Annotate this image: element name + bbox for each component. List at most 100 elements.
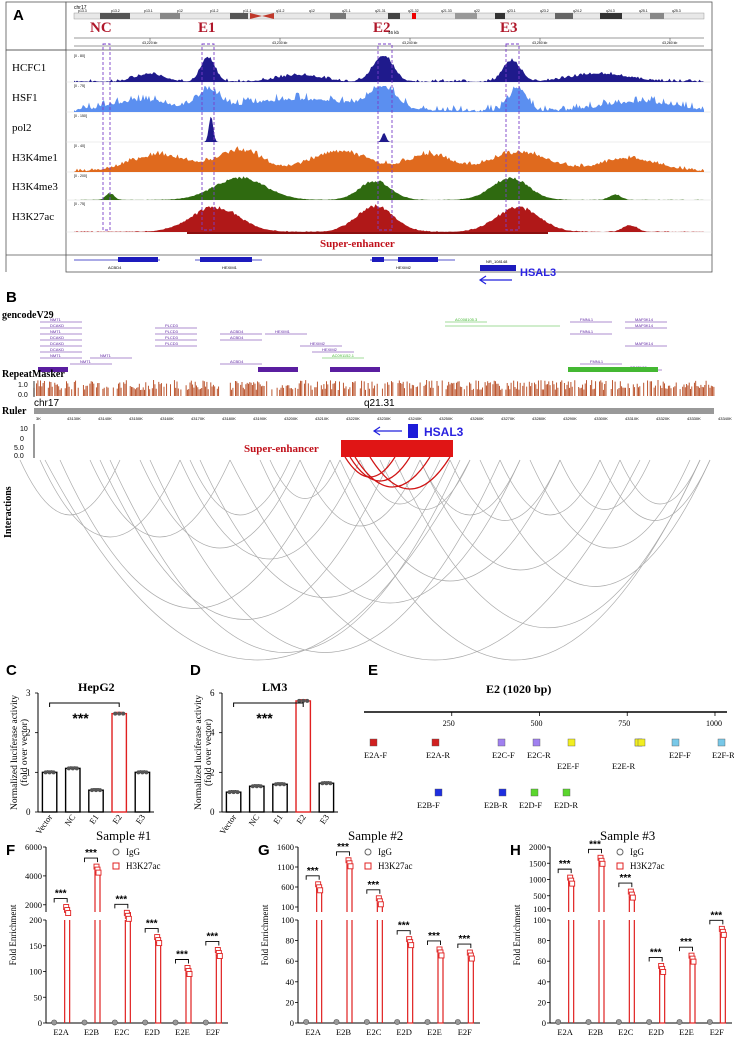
interaction-arc [89, 459, 231, 538]
super-enhancer-label-a: Super-enhancer [320, 238, 395, 250]
y-tick-label: 2 [26, 728, 31, 738]
e2-axis-tick-label: 750 [618, 719, 630, 728]
track-range: [0 - 40] [74, 144, 85, 148]
panel-label-a: A [13, 7, 24, 24]
ruler-tick-label: 43320K [656, 416, 670, 421]
x-tick-label: E2B [336, 1027, 351, 1037]
significance-stars: *** [307, 866, 319, 877]
primer-marker [431, 738, 440, 747]
super-enhancer-label-b: Super-enhancer [244, 443, 319, 455]
panel-label-c: C [6, 662, 17, 679]
significance-bracket [557, 868, 572, 874]
interaction-arc-enhancer [354, 456, 431, 488]
y-tick-label: 100 [29, 967, 42, 977]
igg-point-e2f [202, 1019, 209, 1026]
interaction-arc [199, 459, 451, 598]
repeat-axis-top: 1.0 [18, 382, 28, 389]
legend-label-igg: IgG [126, 847, 140, 857]
track-name-hcfc1: HCFC1 [12, 62, 46, 74]
igg-point-e2c [363, 1019, 370, 1025]
primer-marker [532, 738, 541, 747]
gene-track: ACBD4 HEXIM1 HEXIM2 NR_108148 HSAL3 [74, 257, 556, 285]
ideogram-band-label: q25.1 [639, 9, 648, 13]
y-axis-label: Normalized luciferase activity [9, 695, 20, 810]
panel-d: D LM3 0 2 4 6 Normalized luciferase activity (f… [190, 662, 338, 836]
y-tick-label: 0 [542, 1018, 546, 1028]
primer-label: E2D-R [554, 800, 578, 810]
x-tick-label: NC [62, 812, 77, 828]
y-axis-label: Normalized luciferase activity [193, 695, 204, 810]
gene-model-label: ACBD4 [230, 359, 244, 364]
y-tick-label: 0 [38, 1018, 42, 1028]
bar-e3 [134, 771, 151, 813]
ideogram-band-label: q12 [309, 9, 315, 13]
ruler-tick-label: 43250K [439, 416, 453, 421]
region-highlight-boxes [102, 43, 520, 231]
panel-label-e: E [368, 662, 378, 679]
gene-model-label: ACBD4 [230, 335, 244, 340]
significance-bracket [233, 702, 304, 707]
coordinate-tick-label: 43,220 kb [142, 41, 157, 45]
gene-model-label: NMT1 [50, 329, 62, 334]
ruler-tick-label: 43130K [67, 416, 81, 421]
gene-model-label: HEXIM1 [275, 329, 291, 334]
primer-marker [671, 738, 680, 747]
gene-model-label: NMT1 [80, 359, 92, 364]
significance-bracket [648, 956, 663, 962]
repeatmasker-track [33, 380, 715, 397]
data-point [297, 698, 302, 703]
significance-bracket [53, 898, 68, 903]
primer-marker [717, 738, 726, 747]
data-point [258, 784, 263, 789]
h3k27ac-point [438, 952, 445, 959]
bar-nc [248, 785, 265, 813]
bar-e2 [111, 712, 128, 813]
igg-point-e2d [142, 1019, 149, 1026]
interaction-arc [329, 459, 701, 661]
data-point [227, 790, 232, 795]
h3k27ac-point [468, 955, 475, 962]
ideogram-band-label: q11.2 [276, 9, 285, 13]
ideogram-band-label: q21.31 [375, 9, 386, 13]
significance-bracket [144, 928, 159, 933]
data-point [66, 766, 71, 771]
y-tick-label: 1600 [277, 842, 294, 852]
track-range: [0 - 75] [74, 84, 85, 88]
y-tick-label: 80 [538, 936, 547, 946]
track-name-h3k27ac: H3K27ac [12, 211, 54, 223]
significance-bracket [709, 919, 724, 925]
interaction-arc [479, 459, 711, 587]
legend-marker-h3k27ac [112, 862, 120, 870]
legend-label-h3k27ac: H3K27ac [630, 861, 665, 871]
chromosome-label-b: chr17 [34, 398, 59, 409]
significance-bracket [114, 903, 129, 909]
gene-block [258, 367, 298, 372]
gene-model-label: NMT1 [50, 353, 62, 358]
interaction-arc [529, 459, 691, 549]
coordinate-tick-label: 43,240 kb [402, 41, 417, 45]
chromosome-ideogram: p13.3 p13.2 p13.1 p12 p11.2 p11.1 q11.2 q12 q21.… [73, 9, 705, 20]
interaction-arc [149, 459, 501, 653]
interaction-arc [419, 459, 621, 571]
ideogram-band-label: q23.2 [540, 9, 549, 13]
igg-point-e2a [555, 1019, 562, 1025]
y-tick-label: 60 [286, 956, 295, 966]
h3k27ac-point [95, 869, 102, 876]
gene-model-label: DCAKD [50, 323, 64, 328]
h3k27ac-point [408, 942, 415, 949]
chart-title: HepG2 [78, 680, 115, 694]
data-point [51, 770, 56, 775]
data-point [113, 711, 118, 716]
x-tick-label: Vector [217, 812, 238, 836]
chart-title: LM3 [262, 680, 287, 694]
significance-stars: *** [55, 889, 67, 900]
x-tick-label: E1 [271, 812, 285, 825]
ruler-tick-label: 43310K [625, 416, 639, 421]
bar-chart-panels: C HepG2 0 1 2 3 Normalized luciferase activity… [6, 662, 732, 1037]
ruler-tick-label: 43340K [718, 416, 732, 421]
primer-marker [369, 738, 378, 747]
y-tick-label: 2 [210, 767, 215, 777]
igg-point-e2d [646, 1019, 653, 1025]
track-range: [0 - 80] [74, 54, 85, 58]
